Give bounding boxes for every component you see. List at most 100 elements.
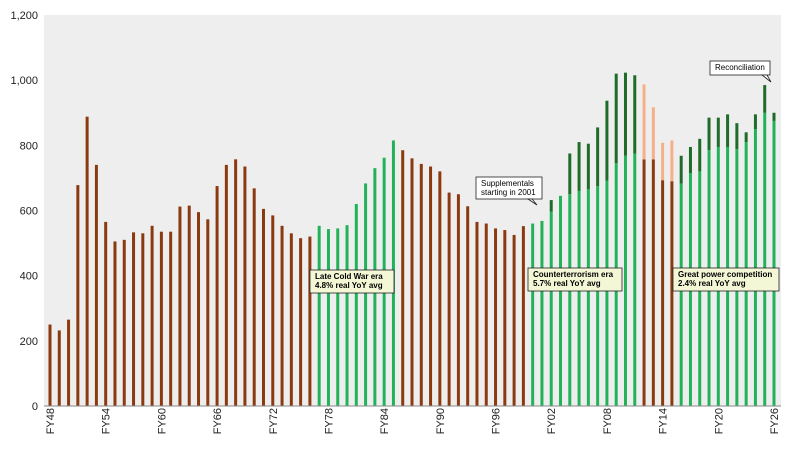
bars-group (48, 72, 776, 406)
bar-supplemental-2002 (549, 200, 553, 212)
bar-supplemental-2012 (642, 84, 646, 160)
bar-supplemental-2007 (596, 127, 600, 187)
y-tick-label: 400 (20, 271, 38, 283)
bar-base-1949 (57, 330, 61, 406)
bar-base-1997 (503, 230, 507, 406)
bar-supplemental-2019 (707, 117, 711, 151)
bar-base-1994 (475, 221, 479, 406)
bar-base-1991 (447, 192, 451, 406)
bar-base-2025 (763, 112, 767, 406)
bar-base-1963 (187, 205, 191, 406)
bar-base-2000 (531, 223, 535, 406)
bar-supplemental-2017 (688, 146, 692, 174)
bar-base-1982 (364, 183, 368, 406)
bar-base-1960 (159, 231, 163, 406)
bar-base-1993 (466, 206, 470, 406)
bar-supplemental-2023 (744, 132, 748, 143)
bar-supplemental-2008 (605, 100, 609, 181)
bar-base-1995 (484, 223, 488, 406)
y-tick-label: 0 (32, 401, 38, 413)
x-tick-label: FY14 (658, 408, 670, 434)
bar-base-1952 (85, 116, 89, 406)
bar-supplemental-2024 (753, 114, 757, 130)
y-tick-label: 200 (20, 336, 38, 348)
bar-supplemental-2015 (670, 140, 674, 182)
annotation-text-supplementals: starting in 2001 (481, 188, 536, 197)
annotation-text-late-cold-war: 4.8% real YoY avg (315, 281, 383, 290)
bar-supplemental-2026 (772, 112, 776, 121)
bar-base-1971 (261, 208, 265, 406)
bar-base-2010 (623, 155, 627, 406)
x-tick-label: FY08 (602, 408, 614, 434)
bar-base-2012 (642, 159, 646, 406)
bar-base-2026 (772, 120, 776, 406)
bar-base-1964 (197, 212, 201, 406)
reconciliation-pointer (760, 74, 772, 83)
bar-base-1976 (308, 236, 312, 406)
bar-base-1961 (169, 231, 173, 406)
bar-base-1954 (104, 221, 108, 406)
bar-base-1996 (494, 228, 498, 406)
bar-base-1992 (456, 194, 460, 406)
bar-base-1957 (132, 232, 136, 406)
bar-supplemental-2016 (679, 155, 683, 184)
x-tick-label: FY84 (379, 408, 391, 434)
x-axis: FY48 FY54 FY60 FY66 FY72 FY78 FY84 FY90 FY96 FY02… (45, 408, 781, 434)
bar-supplemental-2020 (716, 117, 720, 147)
bar-base-1972 (271, 215, 275, 406)
bar-base-1967 (224, 164, 228, 406)
bar-base-1999 (521, 226, 525, 406)
bar-supplemental-2014 (661, 142, 665, 181)
bar-base-1948 (48, 324, 52, 406)
annotation-box-counterterrorism (527, 267, 623, 292)
bar-base-1965 (206, 219, 210, 406)
bar-base-2011 (633, 153, 637, 406)
bar-base-1975 (299, 238, 303, 406)
x-tick-label: FY20 (713, 408, 725, 434)
bar-base-2001 (540, 220, 544, 406)
x-tick-label: FY90 (435, 408, 447, 434)
bar-base-1968 (234, 159, 238, 406)
bar-base-2004 (568, 194, 572, 406)
x-tick-label: FY48 (45, 408, 57, 434)
bar-base-2015 (670, 181, 674, 406)
bar-base-1951 (76, 185, 80, 406)
annotation-text-counterterrorism: Counterterrorism era (533, 270, 614, 279)
bar-base-1974 (289, 233, 293, 406)
bar-base-2014 (661, 180, 665, 406)
bar-base-2008 (605, 180, 609, 406)
bar-supplemental-2013 (651, 107, 655, 160)
bar-base-1950 (67, 319, 71, 406)
bar-base-2016 (679, 183, 683, 406)
bar-base-1958 (141, 233, 145, 406)
y-tick-label: 1,000 (10, 75, 38, 87)
annotation-text-supplementals: Supplementals (481, 179, 534, 188)
bar-supplemental-2018 (698, 138, 702, 172)
bar-supplemental-2009 (614, 73, 618, 164)
bar-base-1953 (94, 164, 98, 406)
y-axis: 0 200 400 600 800 1,000 1,200 (10, 10, 38, 413)
bar-base-2024 (753, 129, 757, 406)
bar-supplemental-2005 (577, 142, 581, 191)
bar-supplemental-2025 (763, 85, 767, 113)
bar-supplemental-2004 (568, 153, 572, 195)
bar-supplemental-2011 (633, 75, 637, 154)
x-tick-label: FY54 (101, 408, 113, 434)
bar-base-2005 (577, 190, 581, 406)
bar-base-1979 (336, 228, 340, 406)
x-tick-label: FY66 (212, 408, 224, 434)
supplementals-pointer (526, 198, 538, 206)
bar-base-1998 (512, 234, 516, 406)
bar-supplemental-2010 (623, 72, 627, 156)
bar-base-1969 (243, 166, 247, 406)
bar-supplemental-2006 (586, 143, 590, 190)
bar-base-1959 (150, 225, 154, 406)
bar-supplemental-2021 (726, 114, 730, 147)
bar-base-1978 (326, 229, 330, 406)
x-tick-label: FY02 (546, 408, 558, 434)
bar-base-1962 (178, 206, 182, 406)
bar-base-1987 (410, 158, 414, 406)
x-tick-label: FY72 (268, 408, 280, 434)
